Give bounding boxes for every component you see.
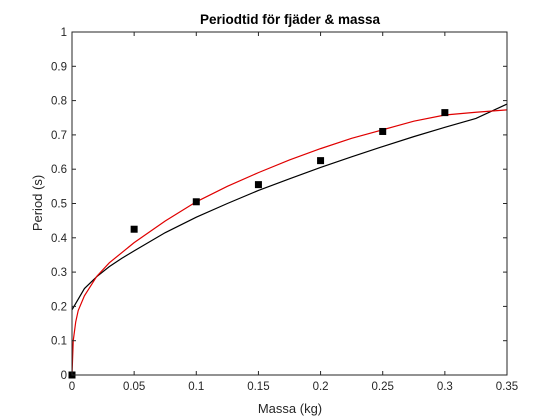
y-axis-label: Period (s) — [30, 175, 45, 231]
x-tick-label: 0.35 — [496, 381, 518, 393]
y-tick-label: 0.3 — [51, 267, 67, 279]
data-point — [379, 127, 387, 135]
data-point — [254, 181, 262, 189]
data-point — [130, 225, 138, 233]
x-tick-label: 0 — [69, 381, 75, 393]
y-tick-label: 0.9 — [51, 61, 67, 73]
x-tick-label: 0.15 — [247, 381, 269, 393]
plot-area — [72, 32, 507, 375]
fit-curve-line-1 — [71, 103, 508, 311]
y-tick-label: 1 — [61, 27, 67, 39]
x-tick-label: 0.05 — [123, 381, 145, 393]
y-tick-label: 0.5 — [51, 199, 67, 211]
y-tick-label: 0.7 — [51, 130, 67, 142]
y-tick-label: 0.4 — [51, 233, 68, 245]
y-tick-label: 0.2 — [51, 301, 67, 313]
x-axis-ticks: 0 0.05 0.1 0.15 0.2 0.25 0.3 0.35 — [69, 32, 518, 393]
data-point — [441, 109, 449, 117]
x-axis-label: Massa (kg) — [258, 401, 322, 416]
y-axis-ticks: 0 0.1 0.2 0.3 0.4 0.5 0.6 0.7 0.8 0.9 1 — [51, 27, 507, 382]
y-tick-label: 0.6 — [51, 164, 67, 176]
data-point — [317, 157, 325, 165]
data-point — [192, 198, 200, 206]
x-tick-label: 0.1 — [188, 381, 204, 393]
fit-curve-line-2 — [71, 109, 508, 376]
y-tick-label: 0.1 — [51, 336, 67, 348]
chart-title: Periodtid för fjäder & massa — [200, 12, 381, 27]
x-tick-label: 0.25 — [372, 381, 394, 393]
y-tick-label: 0 — [61, 370, 67, 382]
y-tick-label: 0.8 — [51, 96, 67, 108]
x-tick-label: 0.3 — [437, 381, 453, 393]
x-tick-label: 0.2 — [313, 381, 329, 393]
